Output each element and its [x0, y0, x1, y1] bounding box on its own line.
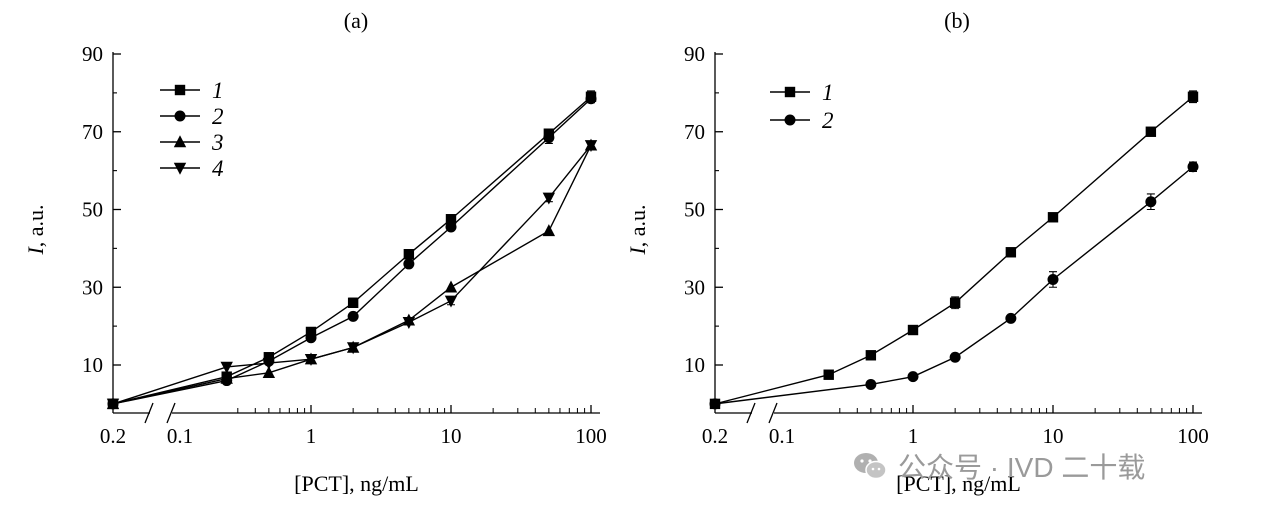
wechat-icon [854, 453, 887, 480]
series-line [112, 144, 592, 405]
legend-marker [174, 84, 186, 96]
data-point [1005, 312, 1017, 324]
panel-title: (a) [344, 8, 368, 33]
y-axis-label: I, a.u. [23, 204, 48, 255]
data-point [305, 326, 317, 338]
x-axis-label: [PCT], ng/mL [294, 471, 419, 496]
legend-label: 1 [822, 80, 834, 105]
data-point [543, 132, 555, 144]
y-tick-label: 10 [82, 353, 103, 377]
data-point [1145, 196, 1157, 208]
axis-break-mark [144, 402, 176, 424]
data-point [907, 371, 919, 383]
data-point [1145, 126, 1157, 137]
panel-b: (b) 10 30 50 70 90 0.2 0.1 1 10 100 [PCT], ng/mL I, … [625, 8, 1209, 496]
y-axis-label: I, a.u. [625, 204, 650, 255]
series-4 [106, 140, 598, 411]
data-point [444, 280, 458, 293]
x-tick-label: 0.1 [769, 424, 795, 448]
watermark-text: 公众号 · IVD 二十载 [898, 452, 1146, 483]
data-point [1005, 247, 1017, 258]
series-line [714, 166, 1194, 405]
data-point [1047, 273, 1059, 285]
data-point [262, 357, 276, 370]
y-tick-label: 50 [82, 198, 103, 222]
data-point [823, 369, 834, 380]
y-tick-label: 10 [684, 353, 705, 377]
data-point [1047, 212, 1059, 223]
data-point [865, 350, 877, 361]
data-point [865, 378, 877, 390]
data-point [220, 361, 233, 374]
legend-marker [784, 114, 796, 126]
data-point [907, 324, 919, 336]
series-2 [107, 93, 597, 410]
panel-a: (a) 10 30 50 70 90 0.2 0.1 1 10 100 [PCT], ng/mL I, … [23, 8, 607, 496]
data-point [542, 192, 556, 205]
data-point [305, 332, 317, 344]
panel-title: (b) [944, 8, 970, 33]
x-tick-label: 0.2 [100, 424, 126, 448]
data-point [542, 224, 556, 237]
legend-label: 2 [822, 108, 834, 133]
data-point [403, 258, 415, 270]
watermark: 公众号 · IVD 二十载 [852, 446, 1145, 486]
x-tick-label: 0.1 [167, 424, 193, 448]
y-tick-label: 50 [684, 198, 705, 222]
legend-marker [173, 162, 187, 175]
x-axis-label: [PCT], ng/mL [896, 471, 1021, 496]
legend-marker [174, 110, 186, 122]
x-tick-label: 1 [908, 424, 919, 448]
data-point [585, 93, 597, 105]
data-point [304, 353, 318, 366]
data-point [949, 351, 961, 363]
legend-label: 2 [212, 104, 224, 129]
data-point [402, 317, 416, 329]
data-point [1187, 161, 1199, 173]
data-point [106, 398, 120, 411]
y-tick-label: 30 [684, 275, 705, 299]
x-tick-label: 10 [441, 424, 462, 448]
data-point [403, 249, 415, 260]
data-point [709, 398, 721, 410]
y-tick-label: 30 [82, 275, 103, 299]
x-tick-label: 0.2 [702, 424, 728, 448]
data-point [444, 295, 458, 308]
data-point [445, 221, 457, 233]
y-tick-label: 90 [684, 42, 705, 66]
legend-label: 4 [212, 156, 224, 181]
data-point [445, 214, 457, 225]
data-point [262, 366, 276, 378]
series-line [112, 96, 592, 405]
legend-label: 1 [212, 78, 224, 103]
x-tick-label: 100 [1177, 424, 1209, 448]
data-point [347, 310, 359, 322]
y-tick-label: 70 [684, 120, 705, 144]
data-point [584, 140, 598, 153]
data-point [949, 297, 961, 308]
legend-marker [784, 86, 796, 98]
y-tick-label: 70 [82, 120, 103, 144]
series-2 [709, 161, 1199, 410]
data-point [220, 371, 233, 384]
x-tick-label: 1 [306, 424, 317, 448]
y-tick-label: 90 [82, 42, 103, 66]
axis-break-mark [746, 402, 778, 424]
data-point [347, 297, 359, 308]
x-tick-label: 10 [1043, 424, 1064, 448]
legend-label: 3 [211, 130, 224, 155]
series-3 [106, 138, 598, 410]
data-point [1187, 91, 1199, 102]
series-line [112, 145, 592, 405]
data-point [346, 342, 360, 355]
legend-marker [173, 135, 187, 148]
x-tick-label: 100 [575, 424, 607, 448]
